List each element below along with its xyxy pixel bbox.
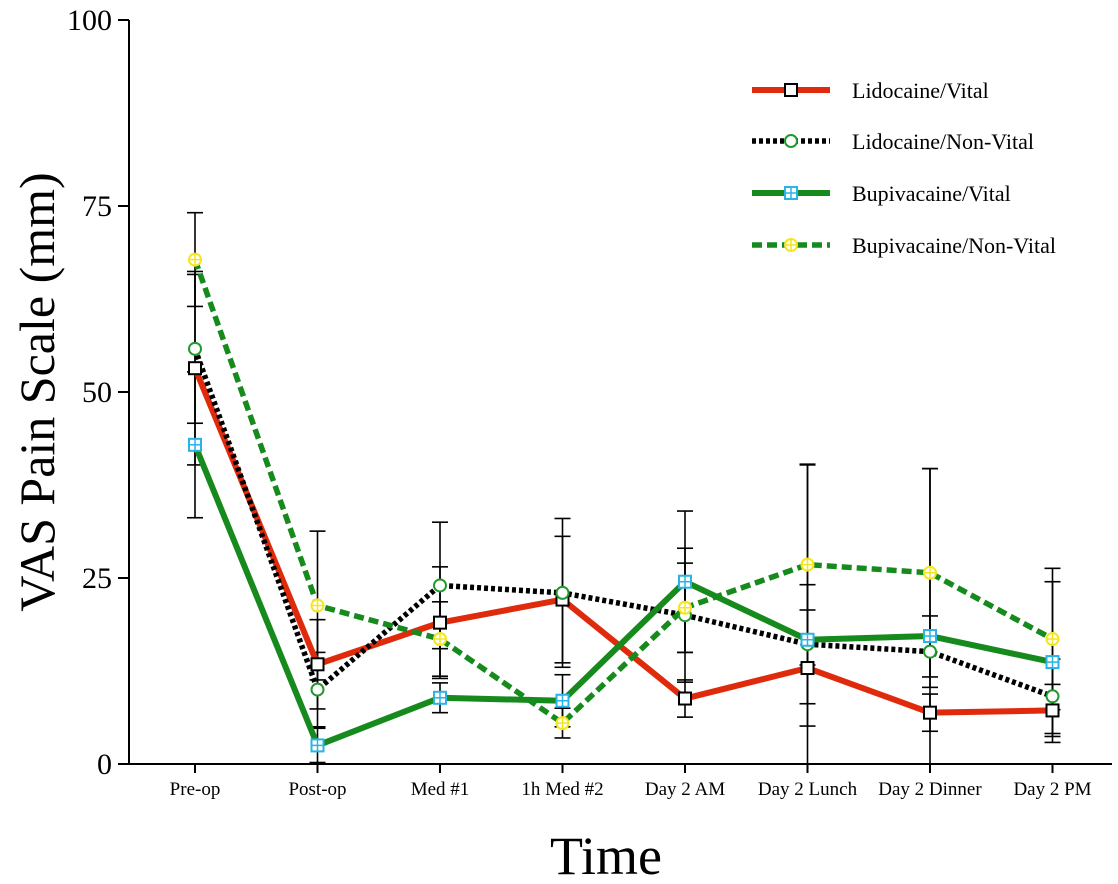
data-point [800, 632, 815, 647]
y-tick-label: 25 [82, 562, 112, 595]
data-point [433, 690, 447, 705]
data-point [923, 565, 937, 580]
y-tick-label: 75 [82, 190, 112, 223]
data-point [555, 716, 570, 731]
data-point [310, 738, 325, 753]
data-point [800, 557, 815, 572]
y-tick-label: 0 [97, 748, 112, 781]
x-ticks: Pre-op Post-op Med #1 1h Med #2 Day 2 AM Day … [170, 764, 1092, 800]
legend-label: Bupivacaine/Non-Vital [852, 233, 1056, 258]
data-point [188, 252, 202, 267]
data-point [1045, 703, 1060, 718]
legend-label: Bupivacaine/Vital [852, 181, 1011, 206]
series-line [192, 367, 1053, 716]
data-point [188, 437, 202, 452]
data-point [188, 341, 202, 356]
x-axis-title: Time [550, 826, 662, 884]
data-point [310, 657, 325, 672]
data-point [784, 83, 798, 97]
data-point [784, 134, 798, 148]
data-point [678, 691, 692, 706]
data-point [923, 705, 937, 720]
data-point [555, 585, 570, 600]
y-ticks: 0 25 50 75 100 [67, 4, 129, 781]
x-tick-label: Day 2 Lunch [758, 779, 858, 800]
data-point [678, 574, 692, 589]
data-point [923, 644, 937, 659]
data-point [433, 632, 447, 647]
legend-item: Lidocaine/Non-Vital [752, 129, 1034, 154]
series-line [192, 347, 1054, 699]
data-point [1045, 655, 1060, 670]
x-tick-label: Post-op [288, 779, 346, 800]
error-bars [187, 211, 1061, 765]
y-tick-label: 100 [67, 4, 112, 37]
data-point [1045, 632, 1060, 647]
data-point [188, 361, 202, 376]
legend-item: Lidocaine/Vital [752, 78, 989, 103]
x-tick-label: Day 2 AM [645, 779, 725, 800]
data-point [923, 629, 937, 644]
x-tick-label: Day 2 PM [1013, 779, 1091, 800]
data-point [678, 600, 692, 615]
data-point [310, 682, 325, 697]
y-axis-title: VAS Pain Scale (mm) [9, 172, 65, 611]
series-lines [192, 258, 1054, 749]
legend-item: Bupivacaine/Non-Vital [752, 233, 1056, 258]
legend: Lidocaine/Vital Lidocaine/Non-Vital Bupiva… [752, 78, 1056, 258]
legend-label: Lidocaine/Non-Vital [852, 129, 1034, 154]
data-point [784, 186, 798, 200]
data-point [310, 598, 325, 613]
legend-item: Bupivacaine/Vital [752, 181, 1011, 206]
data-point [433, 578, 447, 593]
x-tick-label: 1h Med #2 [521, 779, 603, 800]
x-tick-label: Day 2 Dinner [878, 779, 982, 800]
x-tick-label: Med #1 [411, 779, 470, 800]
series-line [192, 443, 1054, 749]
series-markers [188, 252, 1060, 753]
x-tick-label: Pre-op [170, 779, 221, 800]
y-tick-label: 50 [82, 376, 112, 409]
series-line [192, 258, 1054, 726]
data-point [555, 693, 570, 708]
data-point [1045, 689, 1060, 704]
legend-label: Lidocaine/Vital [852, 78, 989, 103]
data-point [784, 238, 798, 252]
data-point [433, 615, 447, 630]
data-point [800, 661, 815, 676]
